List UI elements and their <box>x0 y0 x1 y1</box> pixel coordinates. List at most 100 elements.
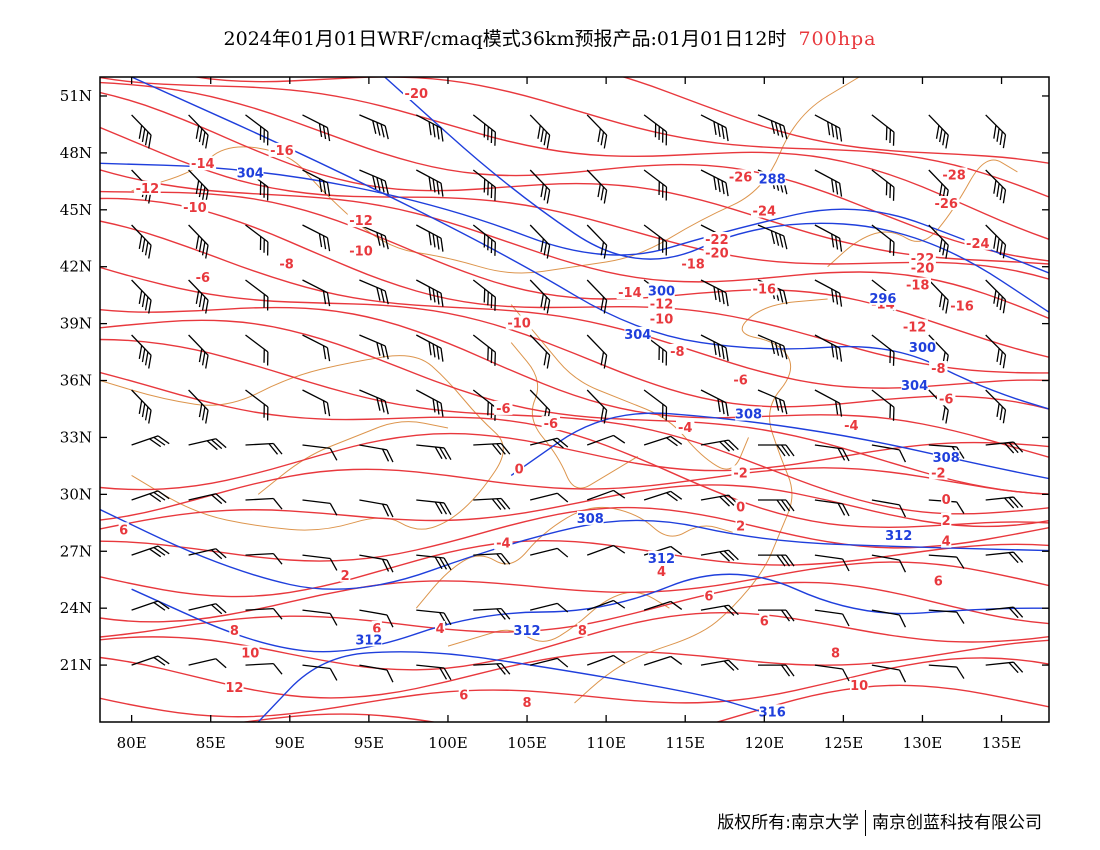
lon-tick-label: 120E <box>745 734 785 752</box>
wind-barb <box>985 279 1007 314</box>
temperature-label-bg <box>941 491 952 506</box>
wind-barb <box>473 442 511 455</box>
temperature-label: 2 <box>942 514 951 529</box>
height-label-bg <box>909 340 936 355</box>
wind-barb <box>131 279 152 314</box>
wind-barb <box>814 279 843 307</box>
height-contour-line <box>131 77 1049 410</box>
temperature-label: -10 <box>650 313 674 328</box>
wind-barb <box>643 655 683 666</box>
temperature-label: -18 <box>681 258 705 273</box>
lat-tick-label: 42N <box>60 258 92 276</box>
lon-tick-label: 100E <box>428 734 468 752</box>
temperature-label-bg <box>521 694 533 709</box>
wind-barb <box>131 114 152 149</box>
wind-barb <box>586 114 608 149</box>
wind-barb <box>928 554 965 569</box>
isotherm-line <box>240 684 1049 722</box>
height-label-bg <box>648 550 675 565</box>
wind-barb <box>302 664 338 681</box>
lon-tick-label: 80E <box>117 734 147 752</box>
height-label: 312 <box>648 552 675 567</box>
wind-barb <box>700 334 729 362</box>
wind-barb <box>928 664 965 679</box>
wind-barb <box>985 224 1007 259</box>
temperature-label: -12 <box>136 182 160 197</box>
wind-barb <box>131 655 170 666</box>
wind-barb <box>985 441 1024 454</box>
temperature-label-bg <box>929 361 948 375</box>
height-label: 304 <box>624 328 651 343</box>
lon-tick-label: 90E <box>275 734 305 752</box>
temperature-label-bg <box>268 142 296 157</box>
wind-barb <box>359 609 394 628</box>
height-label-bg <box>758 704 786 719</box>
temperature-label: -12 <box>903 320 927 335</box>
wind-barb <box>757 389 788 415</box>
wind-barb <box>302 169 331 197</box>
temperature-label-bg <box>933 573 944 588</box>
lat-tick-label: 27N <box>60 542 92 560</box>
temperature-label-bg <box>679 256 707 271</box>
temperature-label: 8 <box>578 624 587 639</box>
wind-barb <box>586 544 626 556</box>
temperature-label: -20 <box>911 262 935 277</box>
temperature-label: -10 <box>183 201 207 216</box>
wind-barb <box>985 551 1024 564</box>
temperature-label: -8 <box>931 362 945 377</box>
wind-barb <box>245 552 283 565</box>
wind-barb <box>359 389 389 415</box>
wind-barb <box>643 169 668 201</box>
wind-barb <box>814 664 850 682</box>
temperature-label: 6 <box>459 688 468 703</box>
height-label-bg <box>932 450 960 465</box>
wind-barb <box>985 114 1007 149</box>
wind-barb <box>188 224 209 259</box>
wind-barb <box>302 224 331 252</box>
wind-barb <box>586 169 608 204</box>
temperature-label: -4 <box>678 421 692 436</box>
wind-barb <box>530 602 569 613</box>
wind-barb <box>871 444 907 463</box>
temperature-label-bg <box>909 260 936 275</box>
temperature-label-bg <box>676 419 695 434</box>
wind-barb <box>643 435 683 447</box>
temperature-label-bg <box>134 180 161 195</box>
lon-tick-label: 135E <box>982 734 1022 752</box>
wind-barb <box>188 114 209 149</box>
wind-barb <box>757 334 788 360</box>
height-label-bg <box>624 326 652 341</box>
wind-barb <box>586 489 626 501</box>
temperature-label: -2 <box>733 466 747 481</box>
lon-tick-label: 115E <box>665 734 705 752</box>
wind-barb <box>700 279 729 307</box>
temperature-label-bg <box>347 213 375 228</box>
temperature-label: -16 <box>950 299 974 314</box>
wind-barb <box>473 497 511 510</box>
temperature-label-bg <box>229 622 240 637</box>
temperature-label-bg <box>937 391 956 406</box>
wind-barb <box>985 334 1007 369</box>
temperature-label: 10 <box>241 647 259 662</box>
wind-barb <box>359 554 394 573</box>
temperature-label-bg <box>577 622 588 637</box>
wind-barb <box>245 662 283 675</box>
wind-barb <box>928 114 949 149</box>
temperature-label-bg <box>648 296 675 311</box>
wind-barb <box>473 552 511 565</box>
height-contour-line <box>257 651 765 722</box>
wind-barb <box>529 169 551 204</box>
temperature-label: 4 <box>942 535 951 550</box>
temperature-label: -12 <box>349 214 373 229</box>
wind-barb <box>814 169 843 197</box>
wind-barb <box>871 389 895 421</box>
isotherm-line <box>100 539 1049 598</box>
wind-barb <box>928 609 965 624</box>
wind-barb <box>302 499 338 516</box>
wind-barb <box>302 554 338 571</box>
temperature-label-bg <box>648 311 675 326</box>
wind-barb <box>245 497 283 510</box>
temperature-label: 2 <box>736 520 745 535</box>
temperature-label: 8 <box>831 647 840 662</box>
wind-barb <box>415 114 444 142</box>
